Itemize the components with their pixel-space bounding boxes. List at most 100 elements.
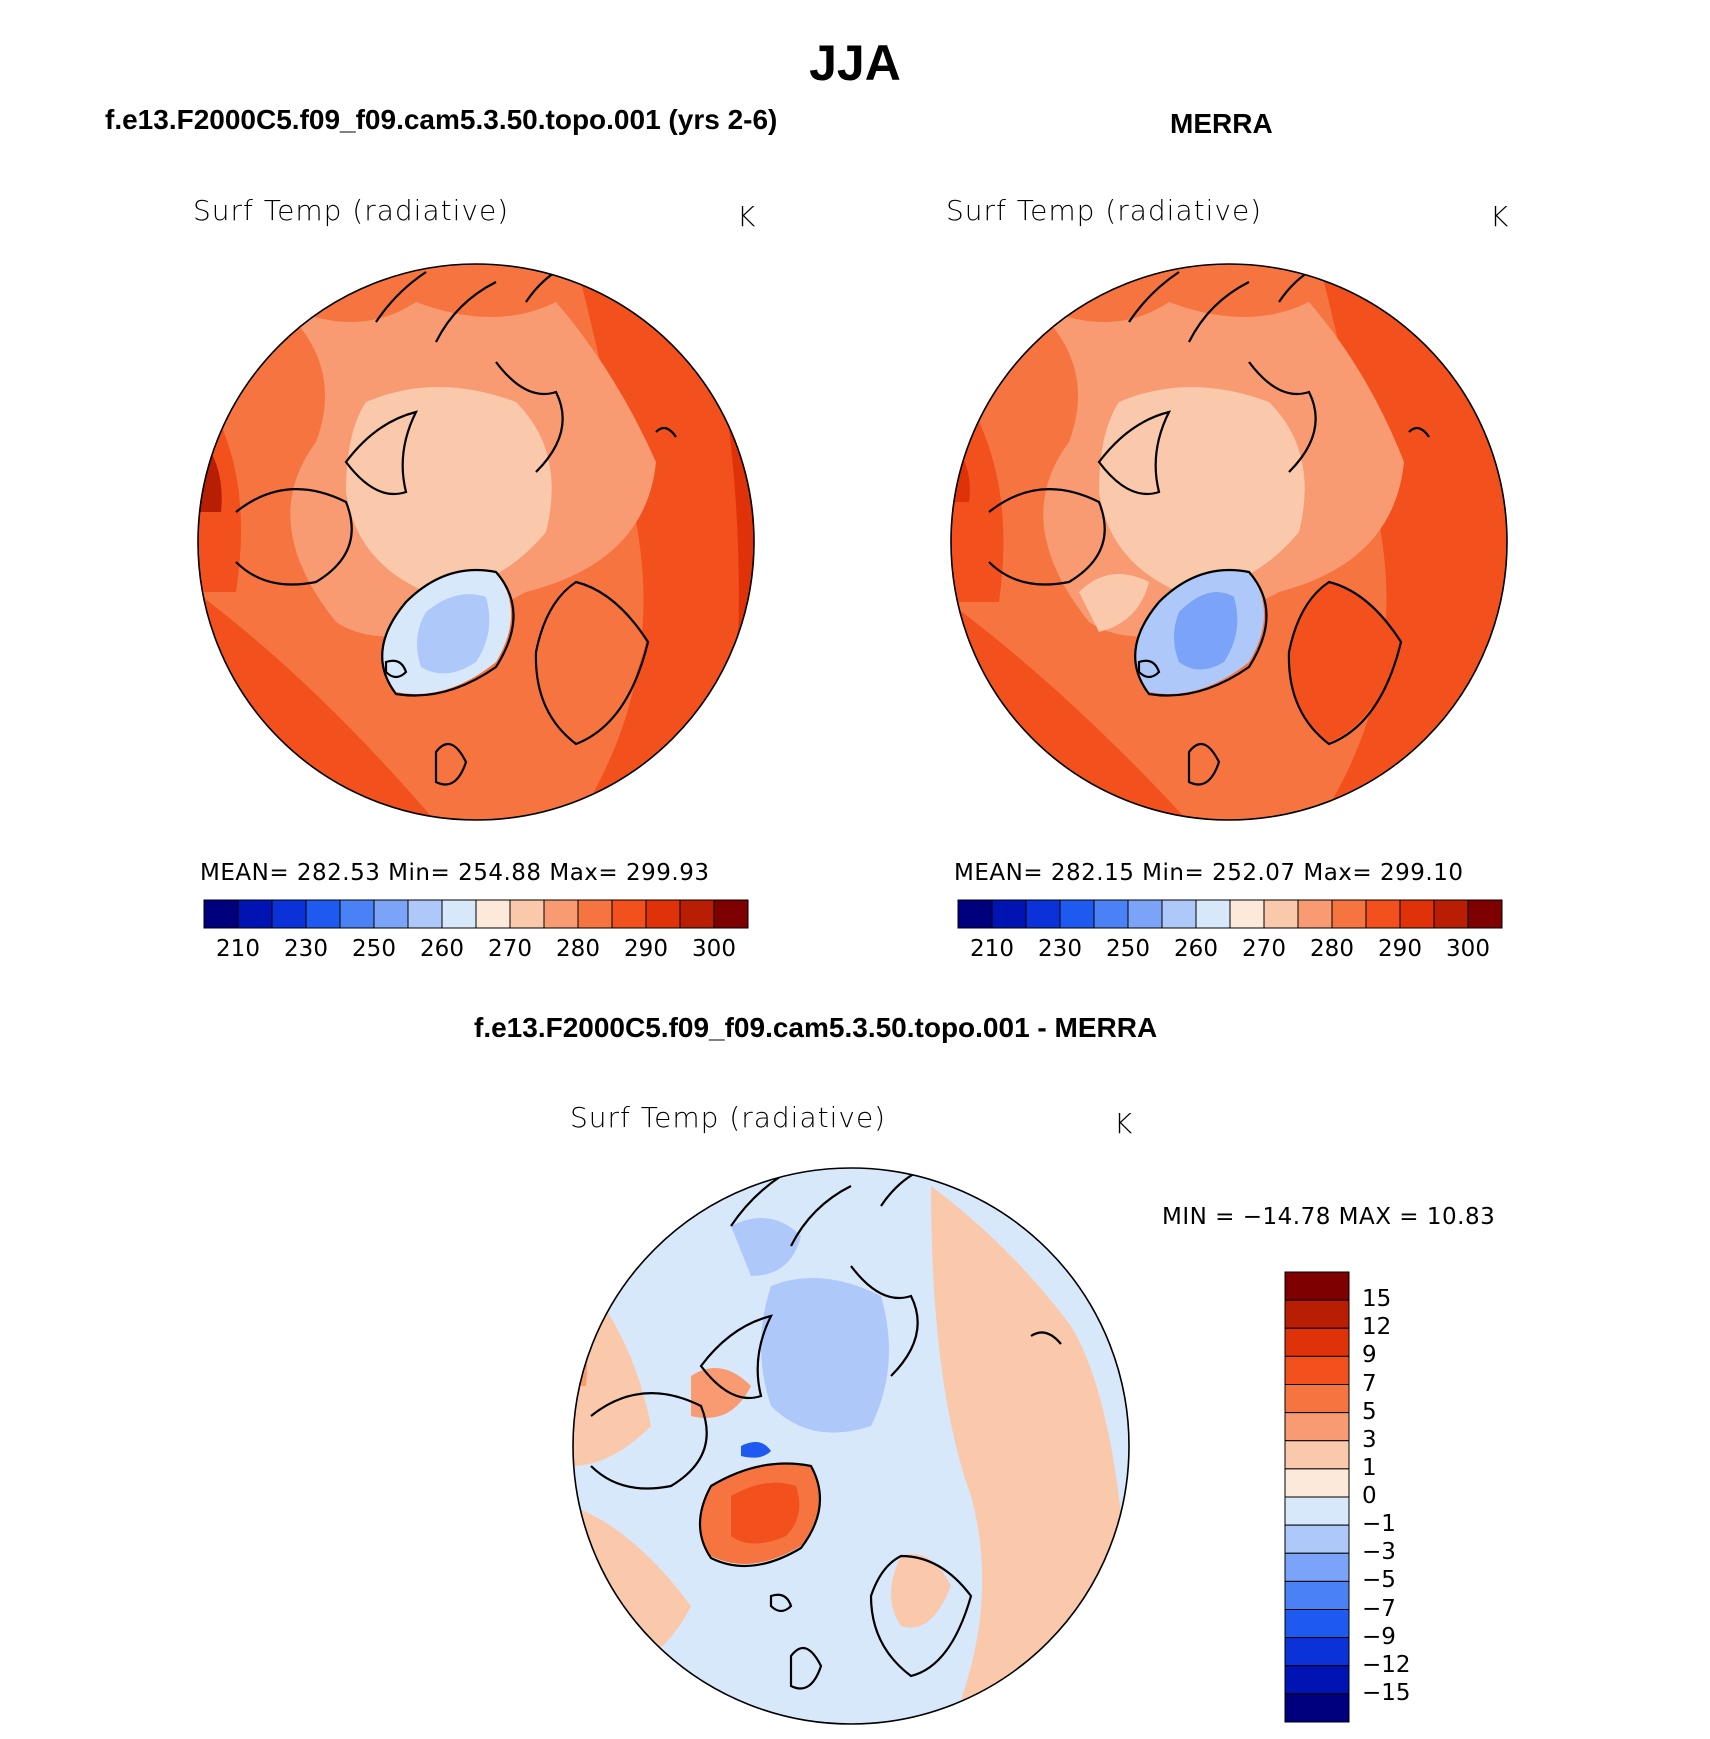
panel-1-variable: Surf Temp (radiative)	[193, 194, 510, 227]
colorbar-swatch	[645, 899, 681, 929]
colorbar-tick-label: 260	[1174, 936, 1218, 962]
colorbar-tick-label: 290	[624, 936, 668, 962]
colorbar-tick-label: 250	[352, 936, 396, 962]
colorbar-swatch	[543, 899, 579, 929]
colorbar-tick-label: 5	[1362, 1398, 1377, 1425]
colorbar-swatch	[1195, 899, 1231, 929]
colorbar-swatch	[1093, 899, 1129, 929]
colorbar-swatch	[1284, 1609, 1350, 1639]
colorbar-swatch	[1284, 1552, 1350, 1582]
colorbar-tick-label: −1	[1362, 1511, 1396, 1538]
colorbar-tick-label: 15	[1362, 1286, 1392, 1313]
colorbar-tick-label: 210	[216, 936, 260, 962]
panel-3-variable: Surf Temp (radiative)	[570, 1101, 887, 1134]
colorbar-tick-label: 280	[556, 936, 600, 962]
panel-3-title: f.e13.F2000C5.f09_f09.cam5.3.50.topo.001…	[474, 1012, 1158, 1043]
colorbar-swatch	[1025, 899, 1061, 929]
panel-2-variable: Surf Temp (radiative)	[946, 194, 1263, 227]
colorbar-swatch	[305, 899, 341, 929]
map-model	[197, 263, 755, 821]
colorbar-tick-label: 300	[692, 936, 736, 962]
colorbar-tick-label: −3	[1362, 1539, 1396, 1566]
colorbar-tick-label: 9	[1362, 1342, 1377, 1369]
colorbar-swatch	[1284, 1384, 1350, 1414]
colorbar-swatch	[1229, 899, 1265, 929]
colorbar-swatch	[1284, 1412, 1350, 1442]
colorbar-tick-label: 210	[970, 936, 1014, 962]
colorbar-swatch	[1284, 1271, 1350, 1301]
colorbar-merra-labels: 210 230 250 260 270 280 290 300	[958, 936, 1502, 966]
colorbar-swatch	[1284, 1327, 1350, 1357]
colorbar-tick-label: 260	[420, 936, 464, 962]
map-difference	[572, 1167, 1130, 1725]
colorbar-tick-label: 7	[1362, 1370, 1377, 1397]
colorbar-swatch	[991, 899, 1027, 929]
colorbar-swatch	[271, 899, 307, 929]
colorbar-swatch	[475, 899, 511, 929]
colorbar-tick-label: 1	[1362, 1454, 1377, 1481]
colorbar-tick-label: −12	[1362, 1651, 1411, 1678]
colorbar-swatch	[611, 899, 647, 929]
colorbar-swatch	[713, 899, 749, 929]
colorbar-tick-label: 230	[284, 936, 328, 962]
colorbar-tick-label: −9	[1362, 1623, 1396, 1650]
colorbar-swatch	[1297, 899, 1333, 929]
colorbar-tick-label: 270	[488, 936, 532, 962]
colorbar-swatch	[1284, 1440, 1350, 1470]
colorbar-swatch	[1399, 899, 1435, 929]
colorbar-tick-label: −15	[1362, 1679, 1411, 1706]
colorbar-swatch	[237, 899, 273, 929]
colorbar-swatch	[1331, 899, 1367, 929]
colorbar-swatch	[1467, 899, 1503, 929]
colorbar-tick-label: 250	[1106, 936, 1150, 962]
colorbar-tick-label: 12	[1362, 1314, 1392, 1341]
panel-3-stats: MIN = −14.78 MAX = 10.83	[1162, 1204, 1496, 1230]
colorbar-tick-label: −5	[1362, 1567, 1396, 1594]
colorbar-merra	[957, 899, 1503, 929]
colorbar-swatch	[957, 899, 993, 929]
colorbar-model-labels: 210 230 250 260 270 280 290 300	[204, 936, 748, 966]
colorbar-swatch	[1284, 1299, 1350, 1329]
colorbar-swatch	[1161, 899, 1197, 929]
panel-2-title: MERRA	[1170, 108, 1273, 139]
panel-3-units: K	[1114, 1107, 1134, 1140]
colorbar-tick-label: 280	[1310, 936, 1354, 962]
colorbar-difference	[1284, 1271, 1350, 1723]
colorbar-swatch	[1284, 1580, 1350, 1610]
colorbar-tick-label: 290	[1378, 936, 1422, 962]
colorbar-swatch	[441, 899, 477, 929]
map-merra	[950, 263, 1508, 821]
figure-title: JJA	[809, 35, 901, 91]
colorbar-swatch	[1284, 1524, 1350, 1554]
colorbar-tick-label: 3	[1362, 1426, 1377, 1453]
colorbar-swatch	[679, 899, 715, 929]
colorbar-swatch	[1284, 1468, 1350, 1498]
colorbar-difference-labels: 15 12 9 7 5 3 1 0 −1 −3 −5 −7 −9 −12 −15	[1362, 1272, 1442, 1722]
colorbar-swatch	[373, 899, 409, 929]
colorbar-swatch	[1284, 1665, 1350, 1695]
colorbar-tick-label: 230	[1038, 936, 1082, 962]
colorbar-swatch	[509, 899, 545, 929]
colorbar-swatch	[1263, 899, 1299, 929]
panel-1-units: K	[737, 200, 757, 233]
colorbar-swatch	[203, 899, 239, 929]
colorbar-tick-label: 0	[1362, 1483, 1377, 1509]
panel-2-stats: MEAN= 282.15 Min= 252.07 Max= 299.10	[954, 860, 1464, 886]
colorbar-swatch	[1284, 1496, 1350, 1526]
colorbar-swatch	[1284, 1693, 1350, 1723]
colorbar-model	[203, 899, 749, 929]
colorbar-tick-label: 300	[1446, 936, 1490, 962]
colorbar-tick-label: −7	[1362, 1595, 1396, 1622]
colorbar-swatch	[339, 899, 375, 929]
colorbar-swatch	[1127, 899, 1163, 929]
colorbar-swatch	[577, 899, 613, 929]
colorbar-swatch	[407, 899, 443, 929]
colorbar-swatch	[1365, 899, 1401, 929]
panel-2-units: K	[1490, 200, 1510, 233]
colorbar-tick-label: 270	[1242, 936, 1286, 962]
colorbar-swatch	[1059, 899, 1095, 929]
colorbar-swatch	[1284, 1637, 1350, 1667]
panel-1-stats: MEAN= 282.53 Min= 254.88 Max= 299.93	[200, 860, 710, 886]
panel-1-title: f.e13.F2000C5.f09_f09.cam5.3.50.topo.001…	[105, 104, 778, 135]
colorbar-swatch	[1284, 1355, 1350, 1385]
